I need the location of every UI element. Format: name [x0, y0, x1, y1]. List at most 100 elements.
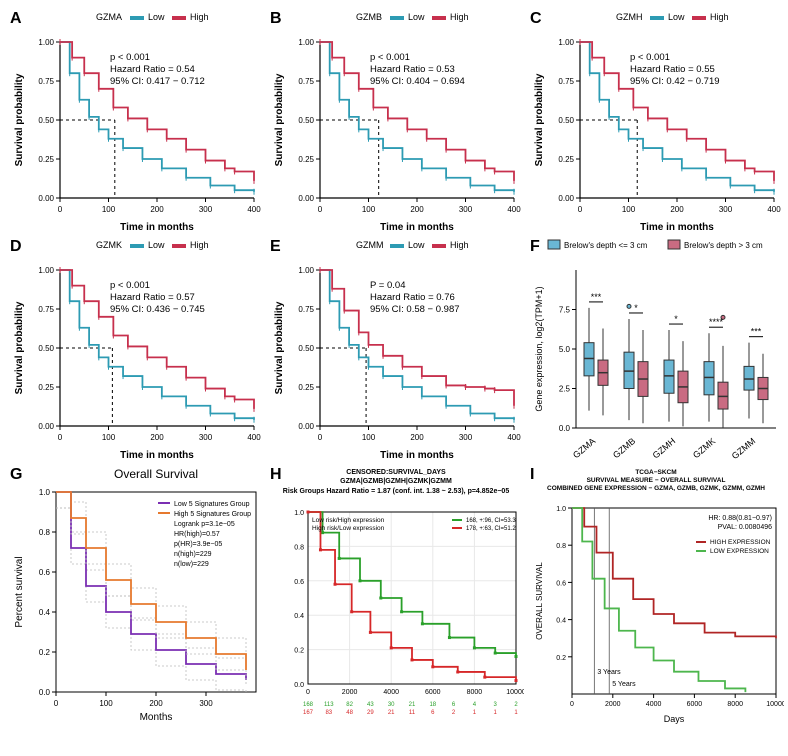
svg-text:82: 82: [346, 702, 353, 708]
svg-text:Time in months: Time in months: [380, 222, 454, 233]
svg-text:30: 30: [388, 702, 395, 708]
svg-text:200: 200: [149, 699, 163, 708]
svg-text:0.75: 0.75: [298, 77, 314, 86]
svg-text:5.0: 5.0: [559, 345, 571, 354]
svg-text:300: 300: [199, 205, 213, 214]
svg-text:1: 1: [473, 710, 477, 716]
svg-text:0.0: 0.0: [559, 424, 571, 433]
panel-label: C: [530, 10, 542, 28]
svg-text:n(high)=229: n(high)=229: [174, 551, 212, 558]
svg-text:p < 0.001: p < 0.001: [110, 280, 150, 291]
svg-text:1.00: 1.00: [38, 266, 54, 275]
svg-text:Survival probability: Survival probability: [14, 301, 25, 394]
svg-text:Months: Months: [140, 712, 173, 723]
svg-text:***: ***: [591, 292, 602, 302]
svg-text:0.00: 0.00: [298, 422, 314, 431]
panel-C: CGZMHLowHigh0.000.250.500.751.0001002003…: [528, 8, 784, 236]
svg-text:0.2: 0.2: [556, 655, 566, 662]
svg-text:400: 400: [247, 205, 261, 214]
svg-text:29: 29: [367, 710, 374, 716]
svg-text:LOW EXPRESSION: LOW EXPRESSION: [710, 548, 769, 555]
svg-text:PVAL: 0.0080496: PVAL: 0.0080496: [718, 524, 772, 531]
svg-text:GZMA: GZMA: [96, 12, 122, 22]
svg-text:0.25: 0.25: [38, 155, 54, 164]
svg-text:168: 168: [303, 702, 314, 708]
panel-label: I: [530, 466, 534, 484]
svg-text:0.50: 0.50: [298, 116, 314, 125]
svg-text:0.4: 0.4: [556, 618, 566, 625]
svg-text:10000: 10000: [506, 689, 524, 696]
svg-text:High: High: [710, 12, 729, 22]
svg-text:4000: 4000: [646, 701, 662, 708]
svg-text:10000: 10000: [766, 701, 784, 708]
svg-text:0.50: 0.50: [298, 344, 314, 353]
svg-text:2: 2: [514, 702, 518, 708]
svg-text:6: 6: [452, 702, 456, 708]
svg-text:1.0: 1.0: [294, 510, 304, 517]
svg-text:0: 0: [54, 699, 59, 708]
svg-text:Low 5 Signatures Group: Low 5 Signatures Group: [174, 501, 250, 508]
svg-text:0.00: 0.00: [38, 422, 54, 431]
svg-text:Brelow's depth <= 3 cm: Brelow's depth <= 3 cm: [564, 241, 648, 250]
svg-text:2000: 2000: [342, 689, 358, 696]
svg-text:5 Years: 5 Years: [612, 681, 636, 688]
svg-text:6000: 6000: [687, 701, 703, 708]
svg-text:GZMH: GZMH: [616, 12, 643, 22]
svg-text:Logrank p=3.1e−05: Logrank p=3.1e−05: [174, 521, 235, 528]
svg-text:300: 300: [459, 433, 473, 442]
svg-text:P = 0.04: P = 0.04: [370, 280, 405, 291]
svg-text:178, +:63, CI=51.2: 178, +:63, CI=51.2: [466, 526, 516, 532]
panel-label: H: [270, 466, 282, 484]
svg-text:0.6: 0.6: [39, 568, 51, 577]
svg-text:1.00: 1.00: [298, 38, 314, 47]
svg-text:HIGH EXPRESSION: HIGH EXPRESSION: [710, 539, 771, 546]
svg-text:0.50: 0.50: [558, 116, 574, 125]
svg-text:300: 300: [199, 433, 213, 442]
svg-text:0.50: 0.50: [38, 116, 54, 125]
panel-label: F: [530, 238, 540, 256]
svg-text:0.00: 0.00: [298, 194, 314, 203]
svg-text:0.2: 0.2: [39, 648, 51, 657]
svg-text:0.25: 0.25: [38, 383, 54, 392]
svg-text:0.25: 0.25: [558, 155, 574, 164]
svg-text:0: 0: [306, 689, 310, 696]
svg-text:GZMA|GZMB|GZMH|GZMK|GZMM: GZMA|GZMB|GZMH|GZMK|GZMM: [340, 478, 452, 485]
svg-text:*: *: [634, 303, 638, 313]
panel-label: G: [10, 466, 22, 484]
svg-text:*: *: [674, 314, 678, 324]
svg-text:Hazard Ratio = 0.57: Hazard Ratio = 0.57: [110, 292, 195, 303]
svg-text:TCGA−SKCM: TCGA−SKCM: [635, 469, 676, 476]
svg-text:n(low)=229: n(low)=229: [174, 561, 209, 568]
svg-text:95% CI: 0.417 − 0.712: 95% CI: 0.417 − 0.712: [110, 76, 205, 87]
svg-text:GZMM: GZMM: [356, 240, 384, 250]
svg-text:High risk/Low expression: High risk/Low expression: [312, 525, 385, 532]
svg-text:0: 0: [570, 701, 574, 708]
svg-text:High: High: [190, 240, 209, 250]
svg-text:100: 100: [102, 433, 116, 442]
svg-text:***: ***: [751, 327, 762, 337]
svg-text:4: 4: [473, 702, 477, 708]
panel-label: D: [10, 238, 22, 256]
panel-label: E: [270, 238, 281, 256]
svg-text:0.75: 0.75: [38, 77, 54, 86]
svg-text:0: 0: [318, 433, 323, 442]
svg-text:0.75: 0.75: [298, 305, 314, 314]
svg-text:7.5: 7.5: [559, 306, 571, 315]
svg-text:200: 200: [150, 433, 164, 442]
svg-text:Survival probability: Survival probability: [534, 73, 545, 166]
svg-text:Hazard Ratio = 0.55: Hazard Ratio = 0.55: [630, 64, 715, 75]
svg-text:0.0: 0.0: [294, 682, 304, 689]
svg-text:Time in months: Time in months: [120, 222, 194, 233]
svg-text:GZMM: GZMM: [730, 436, 757, 461]
svg-text:0.4: 0.4: [294, 613, 304, 620]
svg-text:300: 300: [459, 205, 473, 214]
svg-text:0.25: 0.25: [298, 155, 314, 164]
svg-text:0.00: 0.00: [38, 194, 54, 203]
svg-text:High: High: [450, 12, 469, 22]
svg-text:200: 200: [150, 205, 164, 214]
svg-text:0.00: 0.00: [558, 194, 574, 203]
svg-text:p < 0.001: p < 0.001: [370, 52, 410, 63]
svg-text:Time in months: Time in months: [380, 450, 454, 461]
svg-text:100: 100: [102, 205, 116, 214]
panel-I: ITCGA−SKCMSURVIVAL MEASURE − OVERALL SUR…: [528, 464, 784, 724]
